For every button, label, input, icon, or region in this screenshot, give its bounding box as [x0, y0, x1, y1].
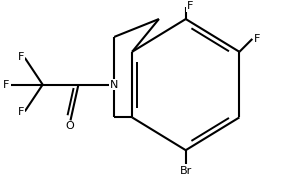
Text: F: F: [187, 1, 193, 11]
Text: N: N: [110, 80, 118, 90]
Text: F: F: [18, 108, 24, 117]
Text: O: O: [65, 121, 74, 131]
Text: F: F: [18, 52, 24, 62]
Text: F: F: [3, 80, 9, 90]
Text: Br: Br: [180, 166, 192, 176]
Text: F: F: [254, 34, 260, 44]
